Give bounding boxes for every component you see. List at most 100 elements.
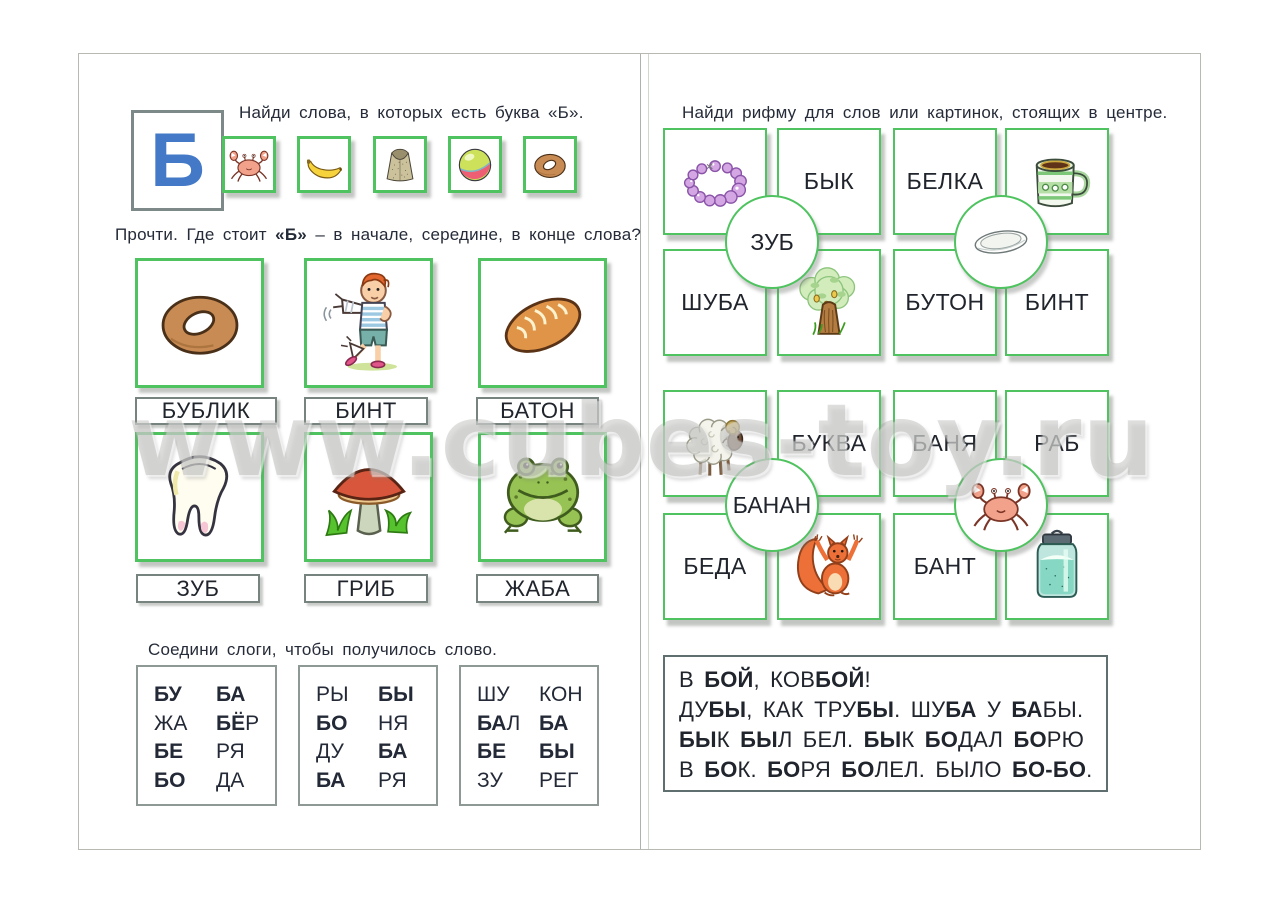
syllable-cell: БО [154,769,216,793]
task-find-instruction: Найди слова, в которых есть буква «Б». [239,103,584,122]
syllable-cell: НЯ [378,712,408,736]
bold-segment: БЫ [863,727,902,752]
text-segment: РЯ [378,768,407,792]
rhyme-line: В БОЙ, КОВБОЙ! [679,665,1092,695]
rhyme-center-circle: ЗУБ [725,195,819,289]
bold-segment: БО-БО [1011,757,1087,782]
text-segment: РЮ [1046,727,1085,752]
picture-card [523,136,577,193]
picture-card [304,432,433,562]
text-segment: – в начале, середине, в конце слова? [306,225,642,244]
page-gutter-line [640,54,641,849]
bold-segment: БО [767,757,801,782]
syllable-box-1: БУ БА ЖА БЁР БЕ РЯ БО ДА [136,665,277,806]
syllable-cell: БЕ [477,740,539,764]
letter-b: Б [150,117,205,203]
text-segment: , КАК ТРУ [746,697,857,722]
syllable-cell: РЯ [378,769,407,793]
word-card: БЫК [777,128,881,235]
sheep-image [686,418,744,476]
syllable-cell: ШУ [477,683,539,707]
text-segment: К. [737,757,768,782]
text-segment: ! [864,667,871,692]
syllable-row: ЖА БЁР [154,710,275,739]
syllable-cell: РЫ [316,683,378,707]
syllable-cell: РЕГ [539,769,578,793]
text-segment: ШУ [477,683,510,707]
syllable-cell: БА [216,683,245,707]
rhyme-center-circle: БАНАН [725,458,819,552]
bread-loaf-image [504,297,581,353]
text-segment: РЕГ [539,768,579,792]
word-label: ЖАБА [476,574,599,603]
syllable-row: БЕ РЯ [154,738,275,767]
spread-border [78,53,1201,850]
syllable-box-3: ШУ КОН БАЛ БА БЕ БЫ ЗУ РЕГ [459,665,599,806]
bold-segment: БЁ [216,711,246,735]
bandaged-boy-image [322,272,397,371]
bold-segment: БЫ [708,697,747,722]
bold-segment: БА [945,697,977,722]
picture-card [222,136,276,193]
syllable-row: РЫ БЫ [316,681,436,710]
bold-segment: БЫ [378,683,414,707]
syllable-cell: БА [539,712,568,736]
rhyme-line: БЫК БЫЛ БЕЛ. БЫК БОДАЛ БОРЮ [679,725,1092,755]
bagel-image [534,153,566,178]
bold-segment: БЫ [856,697,895,722]
syllable-row: ДУ БА [316,738,436,767]
word-card: ШУБА [663,249,767,356]
text-segment: НЯ [378,711,409,735]
text-segment: РЫ [316,683,349,707]
syllable-cell: БА [316,769,378,793]
word-label: БИНТ [304,397,428,425]
bold-segment: БЫ [740,727,778,752]
bagel-image [161,295,238,355]
text-segment: , КОВ [753,667,816,692]
text-segment: К [901,727,925,752]
syllable-cell: БАЛ [477,712,539,736]
word-label: ЗУБ [136,574,260,603]
bold-segment: БЫ [679,727,717,752]
tooth-image [167,455,228,537]
rhyme-line: ДУБЫ, КАК ТРУБЫ. ШУБА У БАБЫ. [679,695,1092,725]
word-label: БАТОН [476,397,599,425]
crab-image [971,483,1031,531]
syllable-cell: КОН [539,683,583,707]
syllable-cell: БЫ [378,683,414,707]
beads-image [683,159,747,207]
text-segment: В [679,667,705,692]
rhyme-line: В БОК. БОРЯ БОЛЕЛ. БЫЛО БО-БО. [679,755,1092,785]
bold-segment: «Б» [275,225,307,244]
crab-image [229,150,269,182]
syllable-row: БО НЯ [316,710,436,739]
rhyme-center-circle [954,195,1048,289]
text-segment: Л [506,711,521,735]
syllable-cell: РЯ [216,740,245,764]
picture-card [135,258,264,388]
text-segment: ЛЕЛ. БЫЛО [874,757,1012,782]
task-rhyme-instruction: Найди рифму для слов или картинок, стоящ… [682,103,1168,122]
bold-segment: БО [841,757,875,782]
text-segment: ДАЛ [958,727,1014,752]
syllable-row: БА РЯ [316,767,436,796]
text-segment: Прочти. Где стоит [115,225,276,244]
picture-card [478,432,607,562]
bold-segment: БЫ [539,740,575,764]
bold-segment: БОЙ [815,667,865,692]
text-segment: КОН [539,683,583,707]
frog-image [503,457,582,534]
syllable-cell: БО [316,712,378,736]
syllable-cell: БА [378,740,407,764]
text-segment: . ШУ [894,697,946,722]
text-segment: ЖА [154,711,188,735]
mug-image [1035,158,1091,207]
syllable-row: БЕ БЫ [477,738,597,767]
bold-segment: БО [1013,727,1047,752]
text-segment: ДУ [316,740,344,764]
bold-segment: БО [154,768,186,792]
picture-card [304,258,433,388]
bold-segment: БО [316,711,348,735]
picture-card [373,136,427,193]
plate-image [974,230,1028,254]
